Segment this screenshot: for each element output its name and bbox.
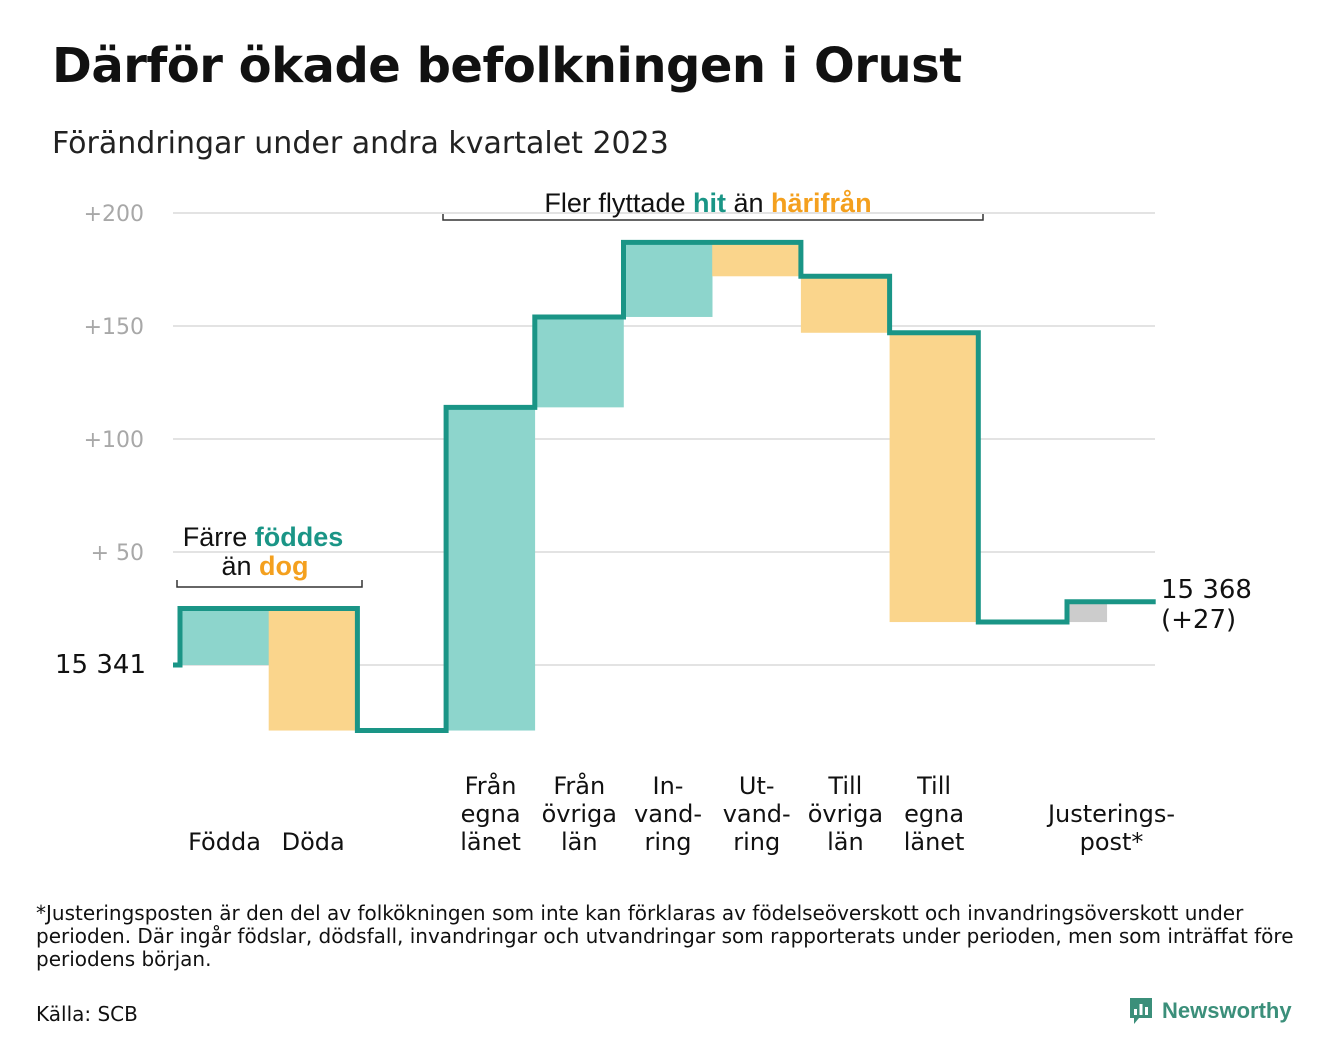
source-label: Källa: SCB (36, 1002, 138, 1026)
end-value-label: 15 368(+27) (1161, 575, 1252, 635)
migration-annotation: Fler flyttade hit än härifrån (442, 188, 984, 221)
x-label-line: övriga (808, 800, 883, 828)
migration-annotation-accent-hit: hit (693, 188, 726, 218)
x-label-line: övriga (542, 800, 617, 828)
x-label: Till övriga län (808, 772, 883, 856)
bar-från-egna-länet (446, 407, 536, 731)
x-label-line: ring (645, 828, 692, 856)
y-tick-label: +100 (84, 428, 144, 453)
x-label-line: länet (460, 828, 521, 856)
end-change: (+27) (1161, 605, 1236, 635)
x-label: Från egna länet (460, 771, 521, 856)
x-label-line: län (561, 828, 598, 856)
svg-text:Färre föddes: Färre föddes (183, 522, 344, 552)
x-label: Från övriga län (542, 771, 617, 856)
births-annotation-text-2: än (221, 551, 259, 581)
x-label-line: vand- (723, 800, 791, 828)
x-label-line: Från (465, 771, 517, 800)
population-step-line (173, 239, 1156, 734)
y-tick-label: + 50 (91, 541, 144, 566)
bar-från-övriga-län (534, 316, 624, 408)
bar-utvandring (712, 242, 802, 277)
bar-till-egna-länet (889, 332, 979, 623)
births-annotation-accent-2: dog (259, 551, 308, 581)
chart-subtitle: Förändringar under andra kvartalet 2023 (52, 126, 669, 161)
x-label-line: ring (733, 828, 780, 856)
svg-text:än dog: än dog (221, 551, 308, 581)
births-annotation-accent: föddes (255, 522, 344, 552)
x-label-line: egna (461, 800, 521, 828)
x-label: Döda (282, 828, 345, 856)
births-annotation: Färre föddes än dog (176, 522, 363, 588)
x-label-line: In- (653, 772, 684, 800)
x-label-line: Till (916, 772, 951, 800)
newsworthy-logo: Newsworthy (1128, 996, 1292, 1026)
y-tick-label: +200 (84, 202, 144, 227)
x-label: In-vand-ring (634, 772, 702, 856)
births-annotation-text: Färre (183, 522, 255, 552)
x-label: Justerings-post* (1046, 800, 1175, 856)
x-label-line: Födda (188, 828, 261, 856)
x-label-line: Ut- (739, 772, 775, 800)
y-axis-labels: +200 +150 +100 + 50 15 341 (55, 202, 146, 680)
x-label-line: län (827, 828, 864, 856)
x-label-line: länet (904, 828, 965, 856)
bar-till-övriga-län (800, 276, 890, 333)
x-label-line: post* (1080, 828, 1144, 856)
end-value: 15 368 (1161, 575, 1252, 605)
start-value-label: 15 341 (55, 650, 146, 680)
bar-justeringspost- (1067, 601, 1108, 623)
x-label-line: Från (553, 771, 605, 800)
y-tick-label: +150 (84, 315, 144, 340)
brand-name: Newsworthy (1162, 998, 1292, 1023)
bar-döda (268, 608, 358, 731)
x-label-line: Justerings- (1046, 800, 1175, 828)
migration-annotation-text: Fler flyttade (544, 188, 693, 218)
footnote: *Justeringsposten är den del av folkökni… (36, 901, 1294, 971)
waterfall-bars (180, 242, 1108, 731)
x-label: Till egna länet (904, 772, 965, 856)
bar-invandring (623, 242, 713, 317)
newsworthy-icon (1130, 998, 1152, 1024)
x-label: Ut-vand-ring (723, 772, 791, 856)
x-label-line: egna (904, 800, 964, 828)
migration-annotation-accent-harifran: härifrån (771, 188, 872, 218)
chart-title: Därför ökade befolkningen i Orust (52, 38, 962, 94)
x-label-line: Döda (282, 828, 345, 856)
x-label-line: Till (827, 772, 862, 800)
x-label: Födda (188, 828, 261, 856)
migration-bracket (442, 214, 984, 221)
migration-annotation-middle: än (726, 188, 771, 218)
bar-födda (180, 608, 269, 665)
births-bracket (176, 580, 363, 588)
svg-text:Fler flyttade hit än härifrån: Fler flyttade hit än härifrån (544, 188, 871, 218)
x-label-line: vand- (634, 800, 702, 828)
